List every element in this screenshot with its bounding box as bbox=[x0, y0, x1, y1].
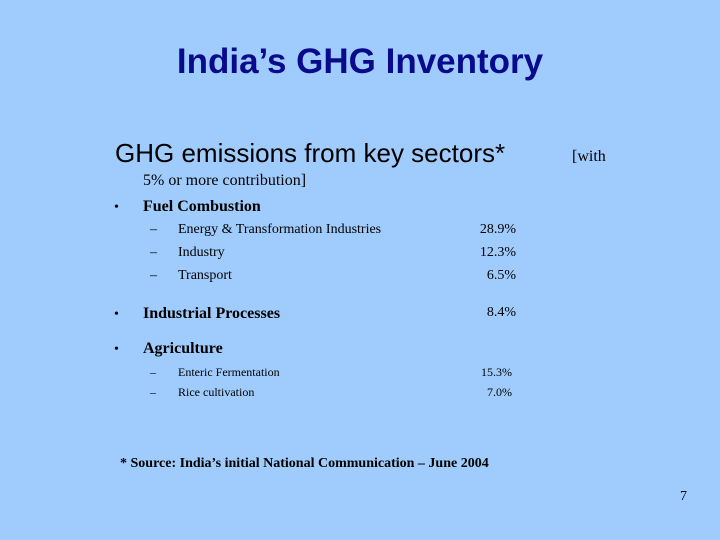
heading-note: [with bbox=[572, 148, 606, 165]
item-label: Enteric Fermentation bbox=[178, 365, 280, 379]
item-value: 6.5% bbox=[486, 268, 516, 283]
item-label: Rice cultivation bbox=[178, 385, 255, 399]
heading: GHG emissions from key sectors* bbox=[115, 138, 506, 168]
item-label: Energy & Transformation Industries bbox=[178, 222, 382, 237]
dash: – bbox=[150, 222, 157, 237]
item-value: 7.0% bbox=[487, 385, 512, 399]
bullet: • bbox=[114, 200, 119, 215]
item-value: 28.9% bbox=[479, 222, 516, 237]
dash: – bbox=[150, 245, 157, 260]
heading-note: 5% or more contribution] bbox=[143, 172, 307, 189]
slide-title: India’s GHG Inventory bbox=[176, 42, 544, 81]
item-label: Industry bbox=[178, 245, 225, 260]
section-label: Industrial Processes bbox=[143, 305, 281, 322]
dash: – bbox=[150, 268, 157, 283]
dash: – bbox=[150, 385, 156, 399]
section-label: Agriculture bbox=[143, 340, 223, 357]
item-value: 15.3% bbox=[481, 365, 512, 379]
footnote: * Source: India’s initial National Commu… bbox=[120, 456, 489, 471]
page-number: 7 bbox=[680, 489, 687, 504]
bullet: • bbox=[114, 307, 119, 322]
dash: – bbox=[150, 365, 156, 379]
section-label: Fuel Combustion bbox=[143, 198, 261, 215]
section-value: 8.4% bbox=[486, 305, 516, 320]
item-value: 12.3% bbox=[479, 245, 516, 260]
item-label: Transport bbox=[178, 268, 232, 283]
bullet: • bbox=[114, 342, 119, 357]
